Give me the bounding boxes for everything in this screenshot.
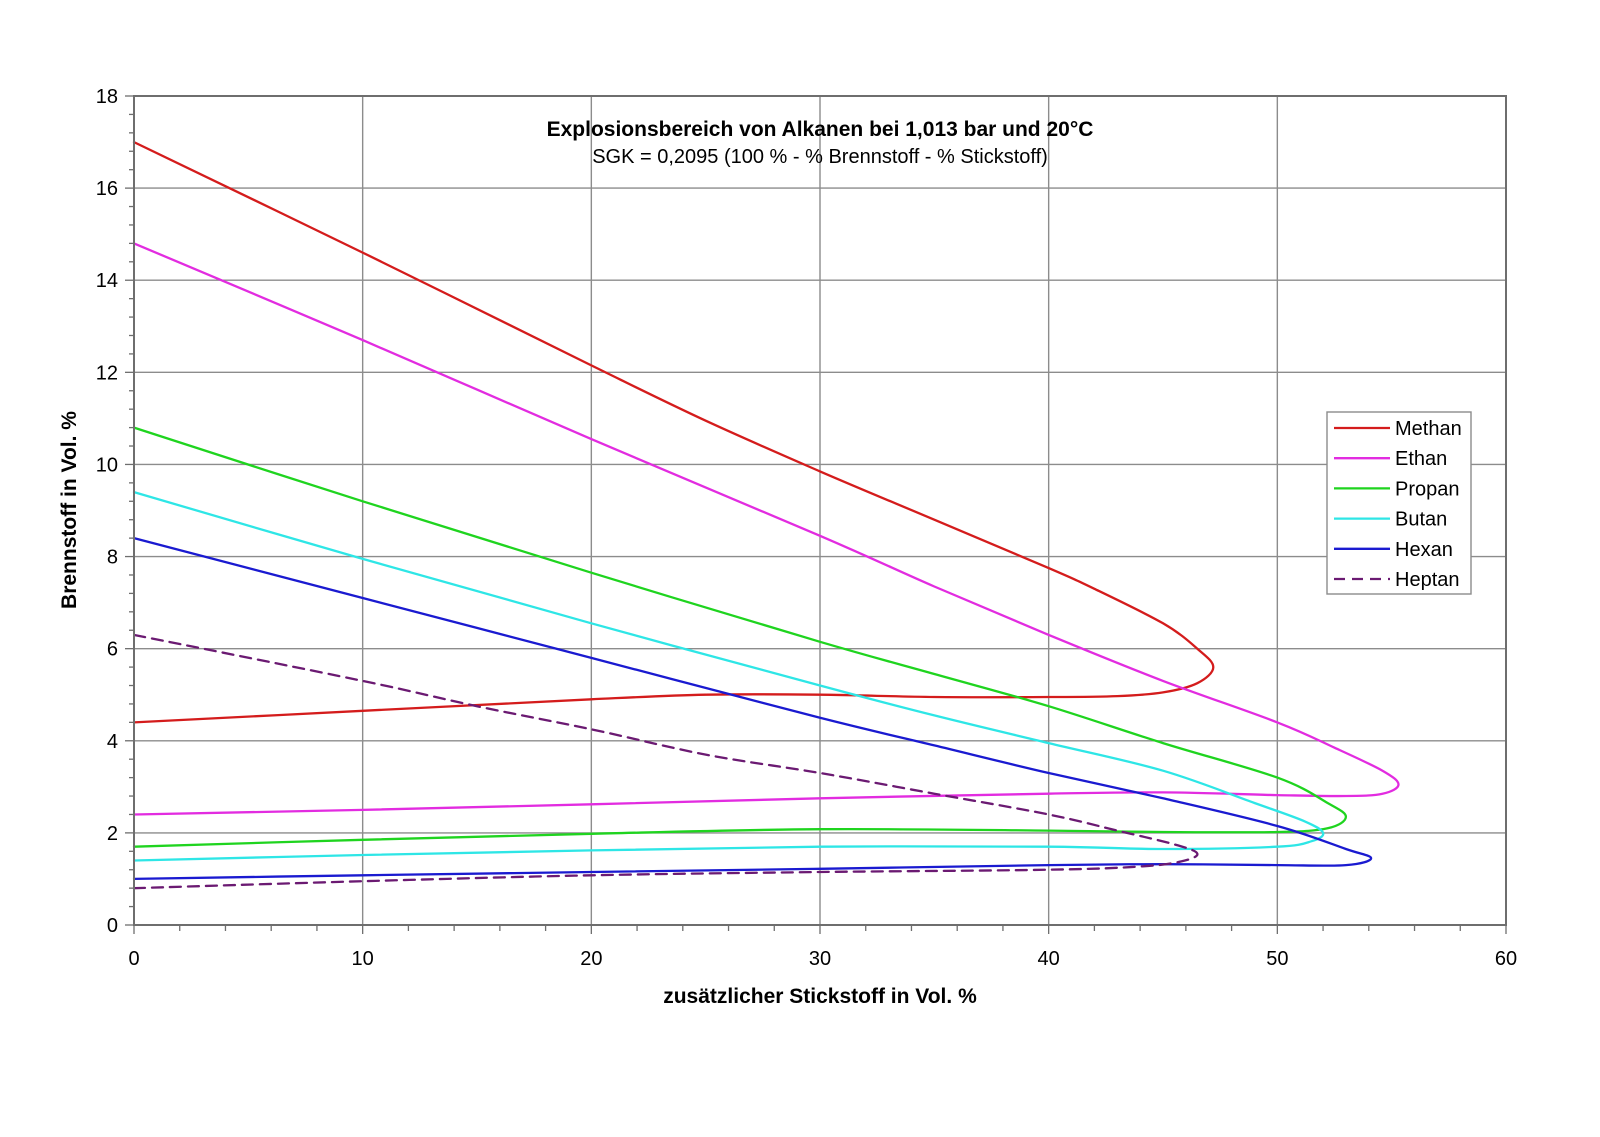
legend-box <box>1326 411 1472 595</box>
y-axis-title: Brennstoff in Vol. % <box>58 411 81 609</box>
y-tick-label: 14 <box>96 270 118 292</box>
series-heptan <box>132 633 1199 890</box>
y-axis-tick-labels: 0 2 4 6 8 10 12 14 16 18 <box>96 86 118 937</box>
y-tick-label: 12 <box>96 362 118 384</box>
x-tick-label: 60 <box>1495 948 1517 970</box>
series-methan <box>132 140 1215 724</box>
x-tick-label: 30 <box>809 948 831 970</box>
legend-label: Hexan <box>1395 539 1453 561</box>
legend-label: Ethan <box>1395 448 1447 470</box>
y-tick-label: 4 <box>107 731 118 753</box>
series-ethan <box>132 242 1400 816</box>
legend-label: Butan <box>1395 509 1447 531</box>
x-tick-label: 50 <box>1266 948 1288 970</box>
y-tick-label: 10 <box>96 454 118 476</box>
legend-item-butan: Butan <box>1334 509 1447 531</box>
series-hexan <box>132 536 1373 881</box>
x-tick-label: 20 <box>580 948 602 970</box>
x-tick-label: 40 <box>1038 948 1060 970</box>
y-tick-label: 18 <box>96 86 118 108</box>
x-tick-label: 10 <box>352 948 374 970</box>
x-axis-title: zusätzlicher Stickstoff in Vol. % <box>663 985 977 1008</box>
legend-item-ethan: Ethan <box>1334 448 1447 470</box>
y-tick-label: 0 <box>107 915 118 937</box>
chart-title: Explosionsbereich von Alkanen bei 1,013 … <box>547 118 1094 141</box>
y-tick-label: 16 <box>96 178 118 200</box>
series-propan <box>132 426 1348 848</box>
legend-item-methan: Methan <box>1334 418 1462 440</box>
legend-label: Methan <box>1395 418 1462 440</box>
x-tick-label: 0 <box>128 948 139 970</box>
gridlines <box>134 96 1506 925</box>
legend-label: Heptan <box>1395 569 1460 591</box>
series-butan <box>132 490 1325 862</box>
legend: Methan Ethan Propan Butan Hexan Heptan <box>1326 411 1472 595</box>
x-axis-tick-labels: 0 10 20 30 40 50 60 <box>128 948 1517 970</box>
series-layer <box>132 140 1400 890</box>
plot-frame <box>133 95 1507 926</box>
legend-label: Propan <box>1395 478 1460 500</box>
y-tick-label: 8 <box>107 547 118 569</box>
y-tick-label: 6 <box>107 639 118 661</box>
chart-subtitle: SGK = 0,2095 (100 % - % Brennstoff - % S… <box>592 146 1048 168</box>
legend-item-heptan: Heptan <box>1334 569 1460 591</box>
minor-ticks <box>125 95 1507 934</box>
y-tick-label: 2 <box>107 823 118 845</box>
legend-item-propan: Propan <box>1334 478 1460 500</box>
legend-item-hexan: Hexan <box>1334 539 1453 561</box>
